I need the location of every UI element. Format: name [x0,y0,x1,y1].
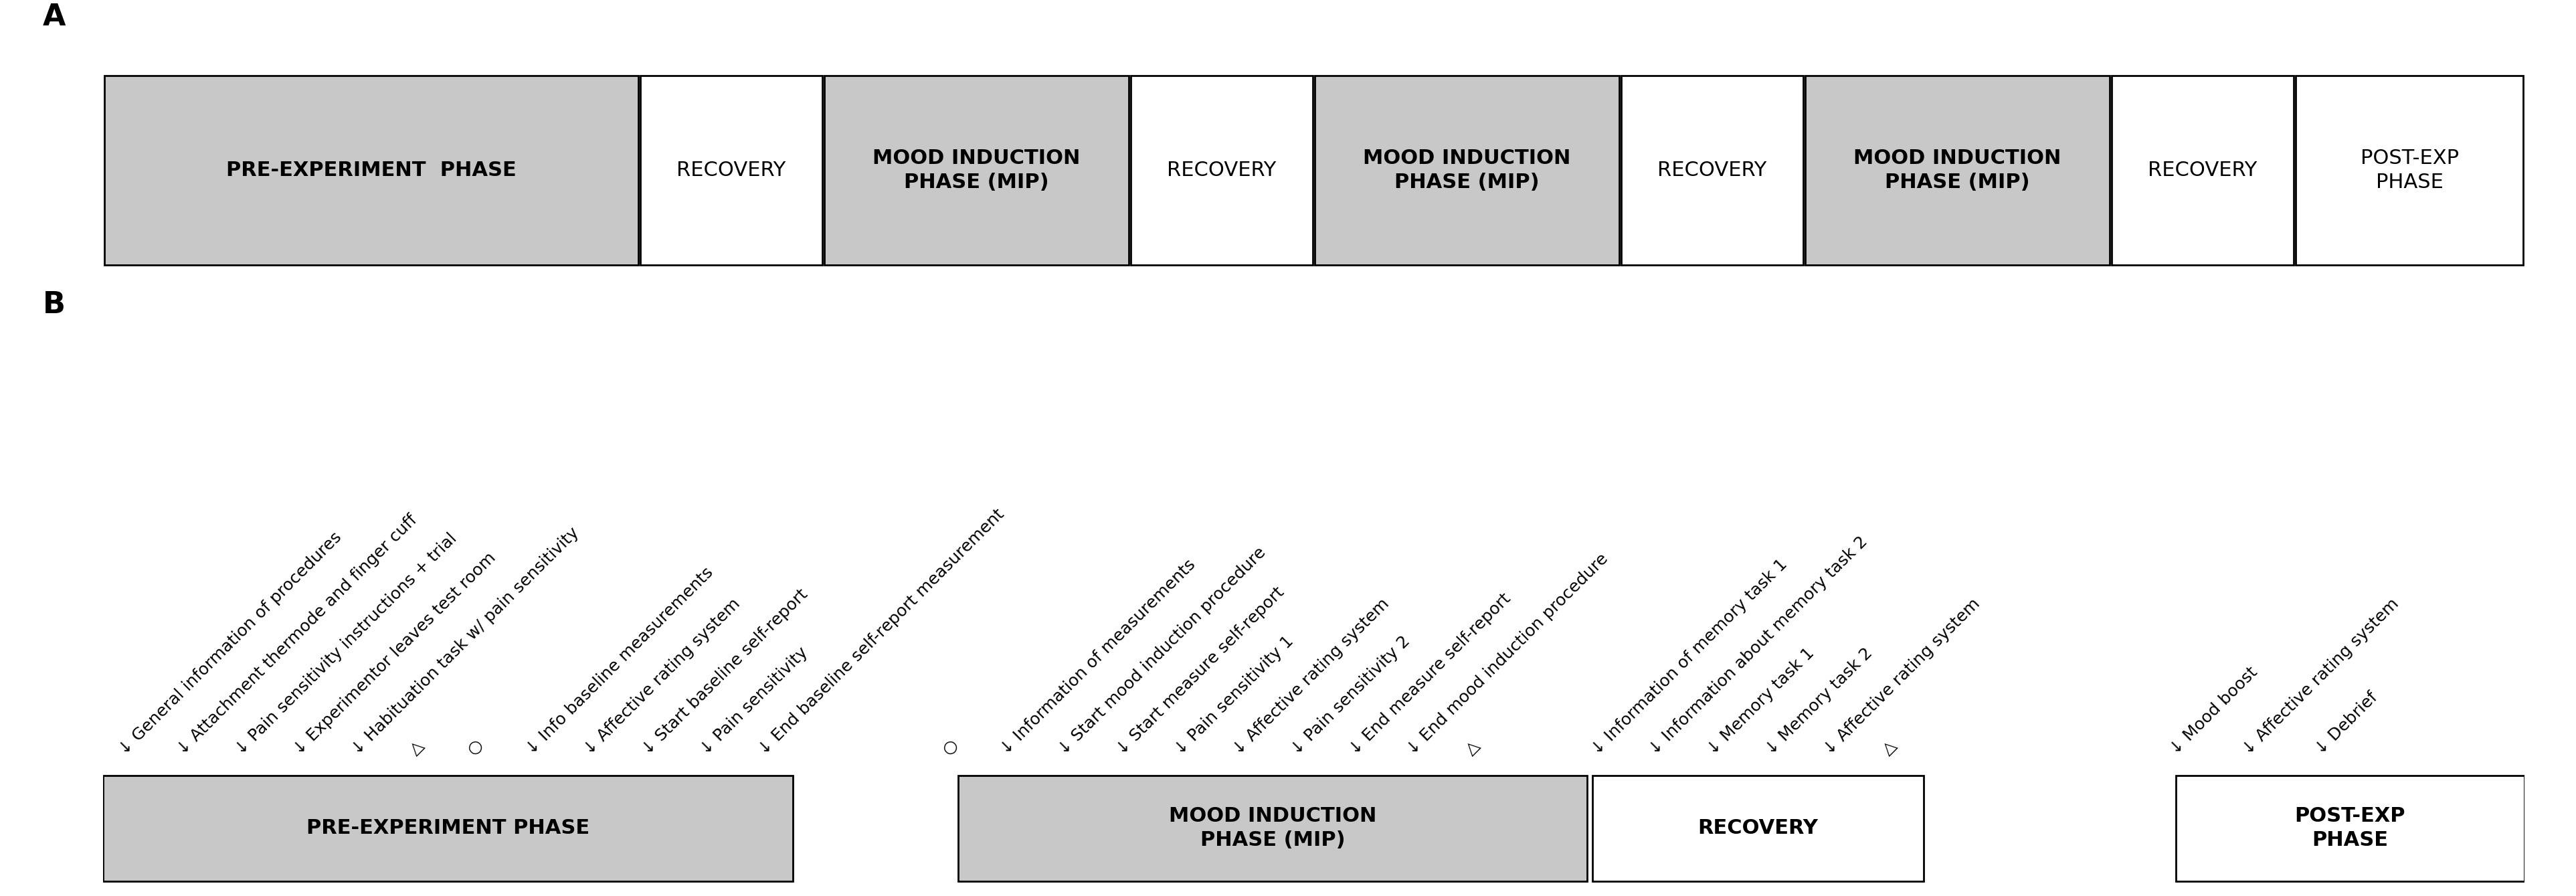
Text: ↓ General information of procedures: ↓ General information of procedures [116,529,345,758]
FancyBboxPatch shape [641,75,822,265]
Text: MOOD INDUCTION
PHASE (MIP): MOOD INDUCTION PHASE (MIP) [1170,806,1376,850]
FancyBboxPatch shape [2295,75,2524,265]
Text: ↓ Memory task 1: ↓ Memory task 1 [1705,645,1819,758]
Text: ↓ Affective rating system: ↓ Affective rating system [580,596,744,758]
FancyBboxPatch shape [2112,75,2293,265]
Text: RECOVERY: RECOVERY [1656,160,1767,180]
Text: RECOVERY: RECOVERY [677,160,786,180]
Text: △: △ [1878,737,1899,758]
FancyBboxPatch shape [1592,775,1924,882]
FancyBboxPatch shape [1806,75,2110,265]
Text: ↓ Info baseline measurements: ↓ Info baseline measurements [523,564,716,758]
Text: ↓ Information of memory task 1: ↓ Information of memory task 1 [1589,556,1790,758]
Text: ↓ Start mood induction procedure: ↓ Start mood induction procedure [1056,544,1270,758]
Text: RECOVERY: RECOVERY [1698,819,1819,838]
Text: ↓ End baseline self-report measurement: ↓ End baseline self-report measurement [755,506,1007,758]
Text: ↓ Affective rating system: ↓ Affective rating system [1229,596,1394,758]
Text: ↓ Pain sensitivity 2: ↓ Pain sensitivity 2 [1288,633,1414,758]
Text: ○: ○ [464,737,487,758]
Text: MOOD INDUCTION
PHASE (MIP): MOOD INDUCTION PHASE (MIP) [1363,149,1571,192]
Text: ↓ Mood boost: ↓ Mood boost [2166,664,2262,758]
Text: ○: ○ [940,737,961,758]
Text: POST-EXP
PHASE: POST-EXP PHASE [2295,806,2406,850]
Text: MOOD INDUCTION
PHASE (MIP): MOOD INDUCTION PHASE (MIP) [1855,149,2061,192]
Text: RECOVERY: RECOVERY [1167,160,1278,180]
Text: ↓ Information of measurements: ↓ Information of measurements [997,556,1198,758]
Text: △: △ [407,737,428,758]
Text: B: B [41,290,64,320]
Text: △: △ [1463,737,1484,758]
Text: A: A [41,3,64,31]
Text: ↓ Start measure self-report: ↓ Start measure self-report [1113,584,1288,758]
FancyBboxPatch shape [103,775,793,882]
Text: ↓ Pain sensitivity: ↓ Pain sensitivity [698,644,811,758]
Text: ↓ Information about memory task 2: ↓ Information about memory task 2 [1646,533,1870,758]
FancyBboxPatch shape [824,75,1128,265]
FancyBboxPatch shape [103,75,639,265]
Text: ↓ Pain sensitivity 1: ↓ Pain sensitivity 1 [1172,633,1296,758]
Text: ↓ Affective rating system: ↓ Affective rating system [1821,596,1984,758]
Text: MOOD INDUCTION
PHASE (MIP): MOOD INDUCTION PHASE (MIP) [873,149,1079,192]
Text: ↓ Affective rating system: ↓ Affective rating system [2239,596,2401,758]
Text: ↓ Experimentor leaves test room: ↓ Experimentor leaves test room [291,549,500,758]
Text: ↓ Memory task 2: ↓ Memory task 2 [1762,645,1875,758]
Text: ↓ Start baseline self-report: ↓ Start baseline self-report [639,586,811,758]
Text: ↓ Habituation task w/ pain sensitivity: ↓ Habituation task w/ pain sensitivity [348,524,582,758]
FancyBboxPatch shape [1314,75,1620,265]
FancyBboxPatch shape [958,775,1587,882]
Text: POST-EXP
PHASE: POST-EXP PHASE [2360,149,2458,192]
FancyBboxPatch shape [2177,775,2524,882]
Text: ↓ End measure self-report: ↓ End measure self-report [1347,590,1515,758]
FancyBboxPatch shape [1620,75,1803,265]
FancyBboxPatch shape [1131,75,1314,265]
Text: PRE-EXPERIMENT PHASE: PRE-EXPERIMENT PHASE [307,819,590,838]
Text: PRE-EXPERIMENT  PHASE: PRE-EXPERIMENT PHASE [227,160,515,180]
Text: ↓ Pain sensitivity instructions + trial: ↓ Pain sensitivity instructions + trial [232,530,461,758]
Text: ↓ Attachment thermode and finger cuff: ↓ Attachment thermode and finger cuff [175,512,420,758]
Text: ↓ Debrief: ↓ Debrief [2313,689,2380,758]
Text: RECOVERY: RECOVERY [2148,160,2257,180]
Text: ↓ End mood induction procedure: ↓ End mood induction procedure [1404,550,1613,758]
